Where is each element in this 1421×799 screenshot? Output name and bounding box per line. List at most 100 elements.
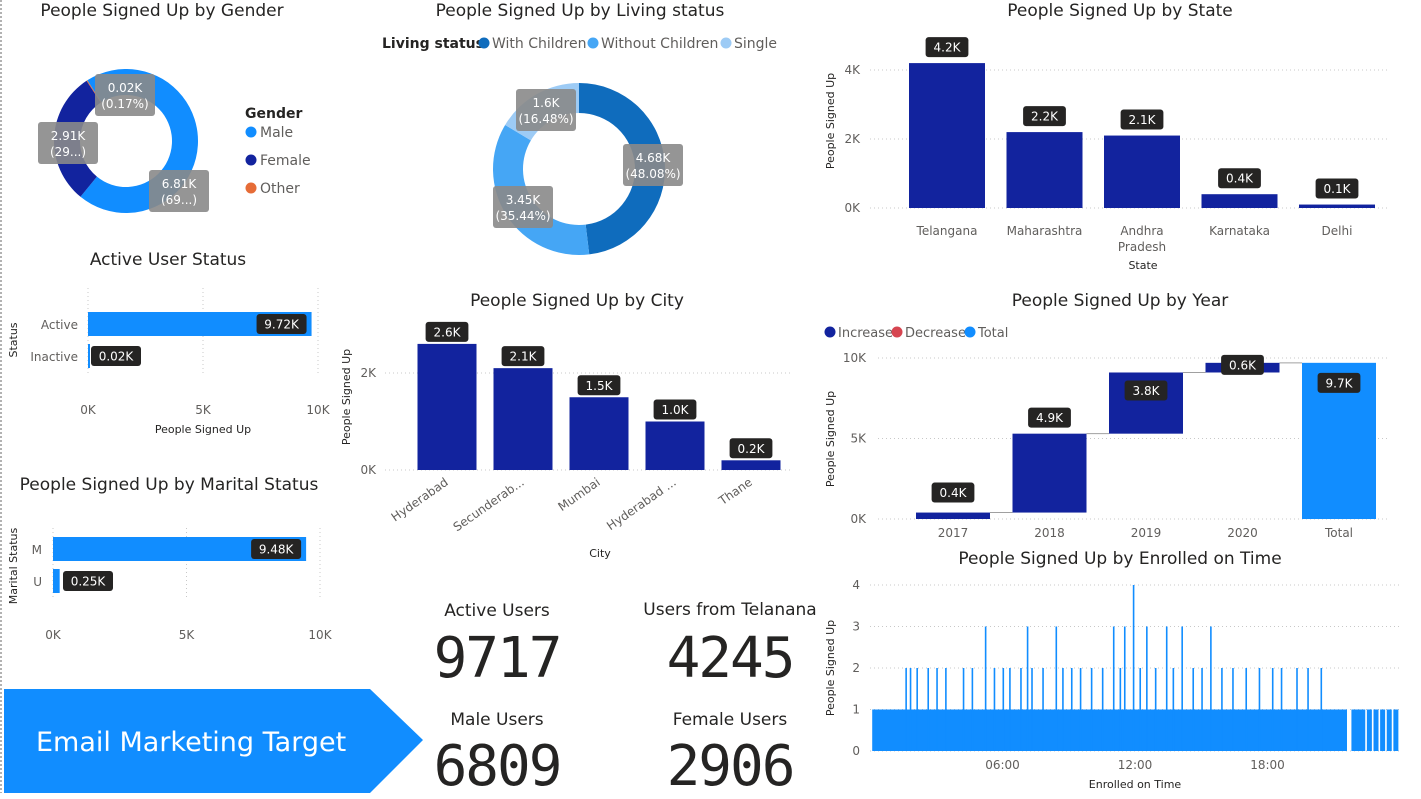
legend-dot-single — [720, 37, 732, 49]
enrolled-tail-bar — [1355, 709, 1361, 751]
bar-data-label-bg — [653, 399, 697, 420]
legend-item-decrease: Decrease — [905, 326, 966, 341]
bar-data-label-bg — [1218, 168, 1261, 189]
marital-chart-title: People Signed Up by Marital Status — [20, 475, 319, 495]
slice-label-bg — [623, 144, 683, 186]
active-chart-title: Active User Status — [90, 250, 246, 270]
enrolled-spike-bar — [1172, 668, 1175, 751]
bar-data-label-bg — [1028, 407, 1071, 428]
enrolled-spike-bar — [1245, 668, 1248, 751]
y-tick-label: 5K — [850, 432, 867, 446]
slice-value-label: 2.91K — [51, 129, 87, 143]
slice-percent-label: (35.44%) — [495, 209, 550, 223]
bar-data-label-bg — [91, 346, 141, 366]
city-chart-title: People Signed Up by City — [470, 291, 684, 311]
enrolled-spike-bar — [1020, 668, 1022, 751]
y-tick-label: Inactive — [30, 350, 78, 364]
enrolled-tail-bar — [1366, 709, 1372, 751]
enrolled-spike-bar — [1042, 668, 1044, 751]
bar-data-label-bg — [501, 346, 545, 367]
bar-data-label-bg — [1124, 380, 1168, 401]
living-status-donut-chart: People Signed Up by Living status Living … — [382, 1, 777, 256]
enrolled-spike-bar — [1062, 668, 1064, 751]
x-axis-label: People Signed Up — [155, 423, 251, 436]
bar-1 — [1006, 132, 1083, 208]
x-tick-label: 10K — [306, 403, 330, 417]
enrolled-spike-bar — [1192, 668, 1195, 751]
active-status-bar-chart: Active User Status 0K 5K 10K Active 9.72K Inac… — [7, 250, 331, 436]
bar-data-label: 2.1K — [510, 350, 538, 364]
marital-status-bar-chart: People Signed Up by Marital Status 0K 5K 10… — [7, 475, 333, 642]
slice-value-label: 4.68K — [636, 151, 672, 165]
x-tick-label: 0K — [45, 628, 62, 642]
x-axis-label: State — [1128, 259, 1157, 272]
enrolled-spike-bar — [945, 668, 947, 751]
slice-percent-label: (29...) — [50, 145, 86, 159]
y-tick-label: 10K — [843, 351, 867, 365]
legend-item-total: Total — [977, 326, 1008, 341]
legend-dot-increase — [824, 326, 836, 338]
bar-data-label: 0.6K — [1229, 358, 1257, 372]
enrolled-spike-bar — [936, 668, 938, 751]
slice-percent-label: (0.17%) — [101, 97, 148, 111]
bar-data-label-bg — [251, 539, 302, 559]
y-axis-label: People Signed Up — [824, 73, 837, 169]
bar-data-label: 2.6K — [434, 325, 462, 339]
x-tick-label: 2020 — [1227, 526, 1258, 540]
kpi-male-users-label: Male Users — [450, 710, 544, 730]
bar-1 — [493, 368, 553, 470]
slice-value-label: 1.6K — [533, 96, 561, 110]
bar-data-label: 2.1K — [1129, 113, 1157, 127]
waterfall-bar-2017 — [916, 512, 990, 519]
y-tick-label: 3 — [852, 620, 860, 634]
bar-data-label-bg — [63, 571, 113, 591]
enrolled-spike-bar — [971, 668, 974, 751]
enrolled-spike-bar — [1009, 668, 1011, 751]
y-tick-label: Active — [41, 318, 78, 332]
x-tick-label: 5K — [179, 628, 196, 642]
enrolled-tail-bar — [1393, 709, 1399, 751]
y-tick-label: U — [33, 575, 42, 589]
slice-percent-label: (48.08%) — [625, 167, 680, 181]
enrolled-spike-bar — [1280, 668, 1283, 751]
gender-chart-title: People Signed Up by Gender — [40, 1, 283, 21]
bar-data-label-bg — [425, 321, 469, 342]
legend-item-female: Female — [260, 153, 311, 169]
bar-4 — [721, 460, 781, 470]
enrolled-spike-bar — [1031, 668, 1033, 751]
bar-data-label: 0.4K — [1226, 172, 1254, 186]
enrolled-spike-bar — [1139, 668, 1142, 751]
enrolled-spike-bar — [1070, 668, 1073, 751]
slice-with-children — [579, 83, 665, 255]
year-chart-title: People Signed Up by Year — [1012, 291, 1229, 311]
bar-data-label-bg — [1317, 372, 1361, 393]
bar-data-label-bg — [256, 314, 307, 334]
y-axis-label: People Signed Up — [824, 391, 837, 487]
enrolled-tail-bar — [1351, 709, 1357, 751]
enrolled-spike-bar — [984, 626, 987, 751]
bar-0 — [909, 63, 985, 208]
x-tick-label: 5K — [195, 403, 212, 417]
enrolled-spike-bar — [1210, 626, 1212, 751]
banner-title: Email Marketing Target — [36, 727, 347, 758]
x-tick-label: 06:00 — [985, 758, 1020, 772]
kpi-male-users-value: 6809 — [433, 734, 563, 799]
bar-data-label: 0.2K — [738, 442, 766, 456]
bar-2 — [1104, 135, 1180, 208]
x-tick-label: Maharashtra — [1007, 224, 1083, 238]
x-tick-label: 10K — [308, 628, 332, 642]
legend-dot-decrease — [891, 326, 903, 338]
slice-label-bg — [516, 89, 576, 131]
enrolled-tail-bar — [1380, 709, 1386, 751]
gender-donut-chart: People Signed Up by Gender 6.81K (69...) 2.… — [38, 1, 311, 213]
waterfall-bar-2018 — [1012, 433, 1087, 513]
enrolled-spike-bar — [1181, 626, 1183, 751]
y-tick-label: 0K — [850, 512, 867, 526]
bar-4 — [1299, 204, 1375, 208]
x-tick-label: Pradesh — [1118, 240, 1166, 254]
legend-dot-female — [245, 154, 257, 166]
x-tick-label: Hyderabad ... — [604, 475, 679, 533]
y-tick-label: 0K — [844, 201, 861, 215]
y-axis-label: People Signed Up — [824, 620, 837, 716]
gender-legend-title: Gender — [245, 106, 302, 122]
